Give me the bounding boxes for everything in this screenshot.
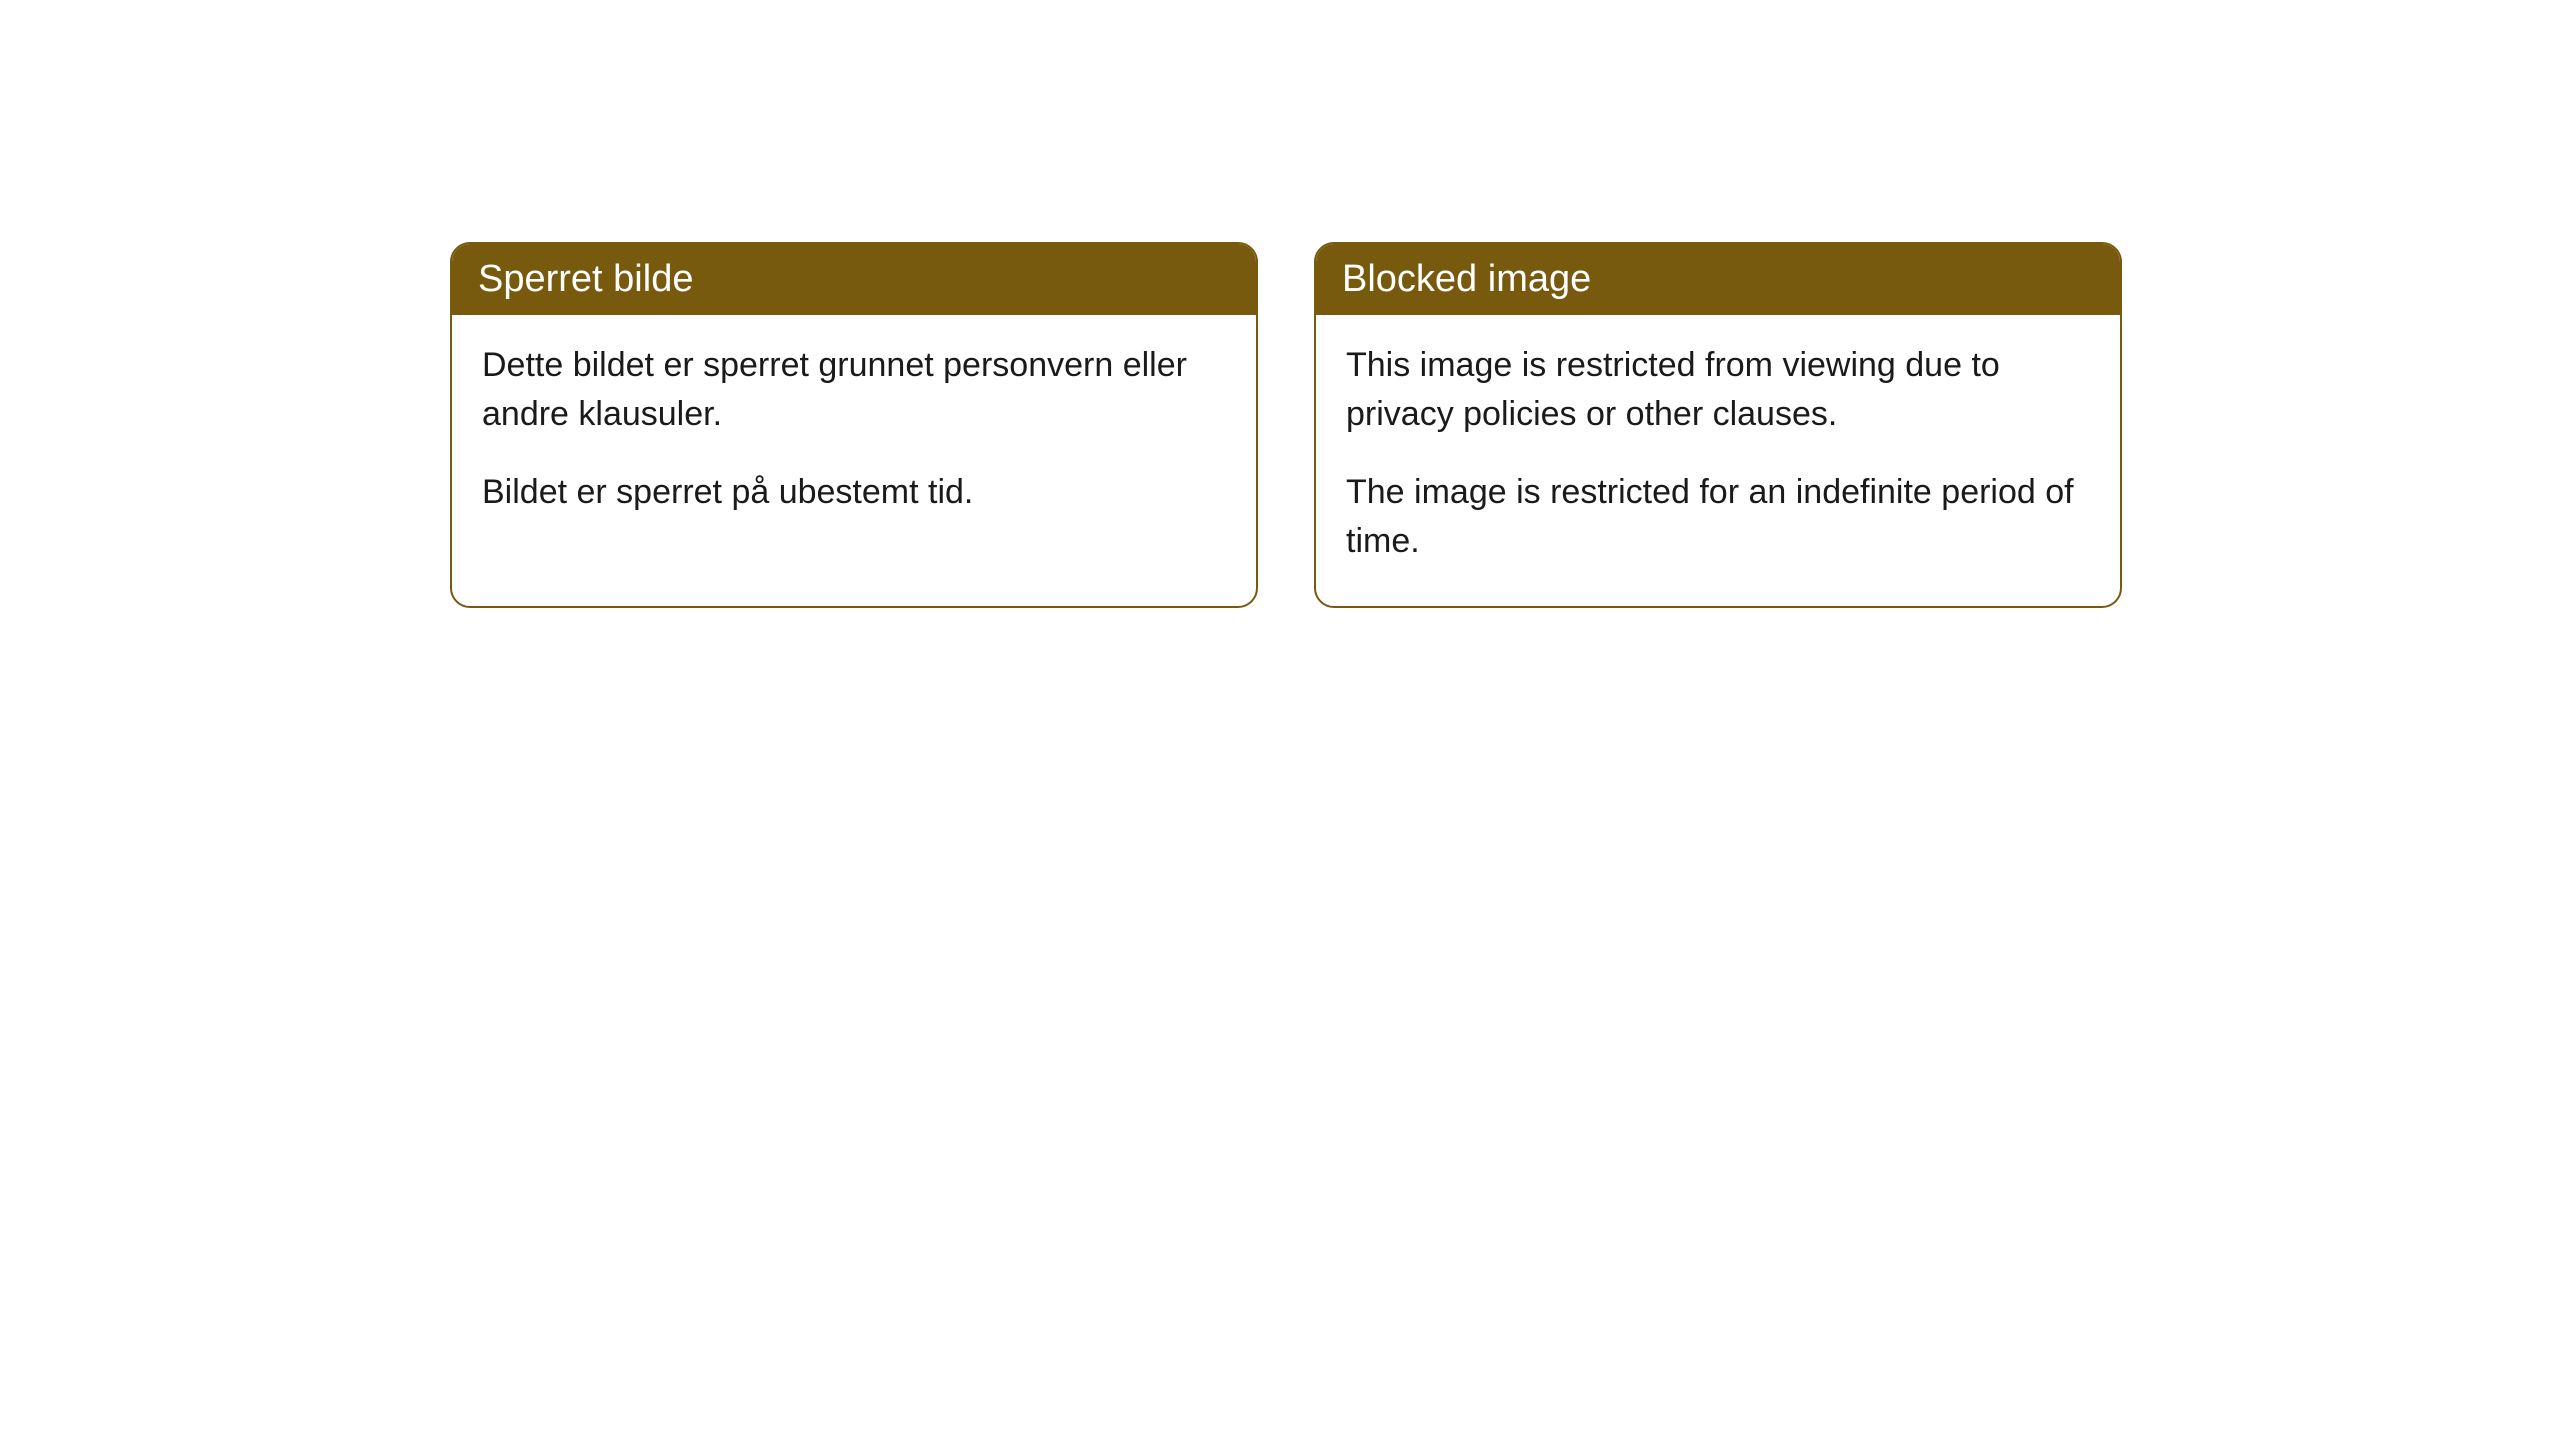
card-paragraph: The image is restricted for an indefinit…	[1346, 468, 2090, 567]
card-title: Sperret bilde	[478, 258, 693, 300]
card-body: This image is restricted from viewing du…	[1316, 315, 2120, 606]
notice-cards-container: Sperret bilde Dette bildet er sperret gr…	[450, 242, 2122, 608]
card-paragraph: Bildet er sperret på ubestemt tid.	[482, 468, 1226, 517]
card-header: Blocked image	[1316, 244, 2120, 315]
card-header: Sperret bilde	[452, 244, 1256, 315]
card-title: Blocked image	[1342, 258, 1591, 300]
notice-card-norwegian: Sperret bilde Dette bildet er sperret gr…	[450, 242, 1258, 608]
card-paragraph: Dette bildet er sperret grunnet personve…	[482, 341, 1226, 440]
card-paragraph: This image is restricted from viewing du…	[1346, 341, 2090, 440]
card-body: Dette bildet er sperret grunnet personve…	[452, 315, 1256, 557]
notice-card-english: Blocked image This image is restricted f…	[1314, 242, 2122, 608]
